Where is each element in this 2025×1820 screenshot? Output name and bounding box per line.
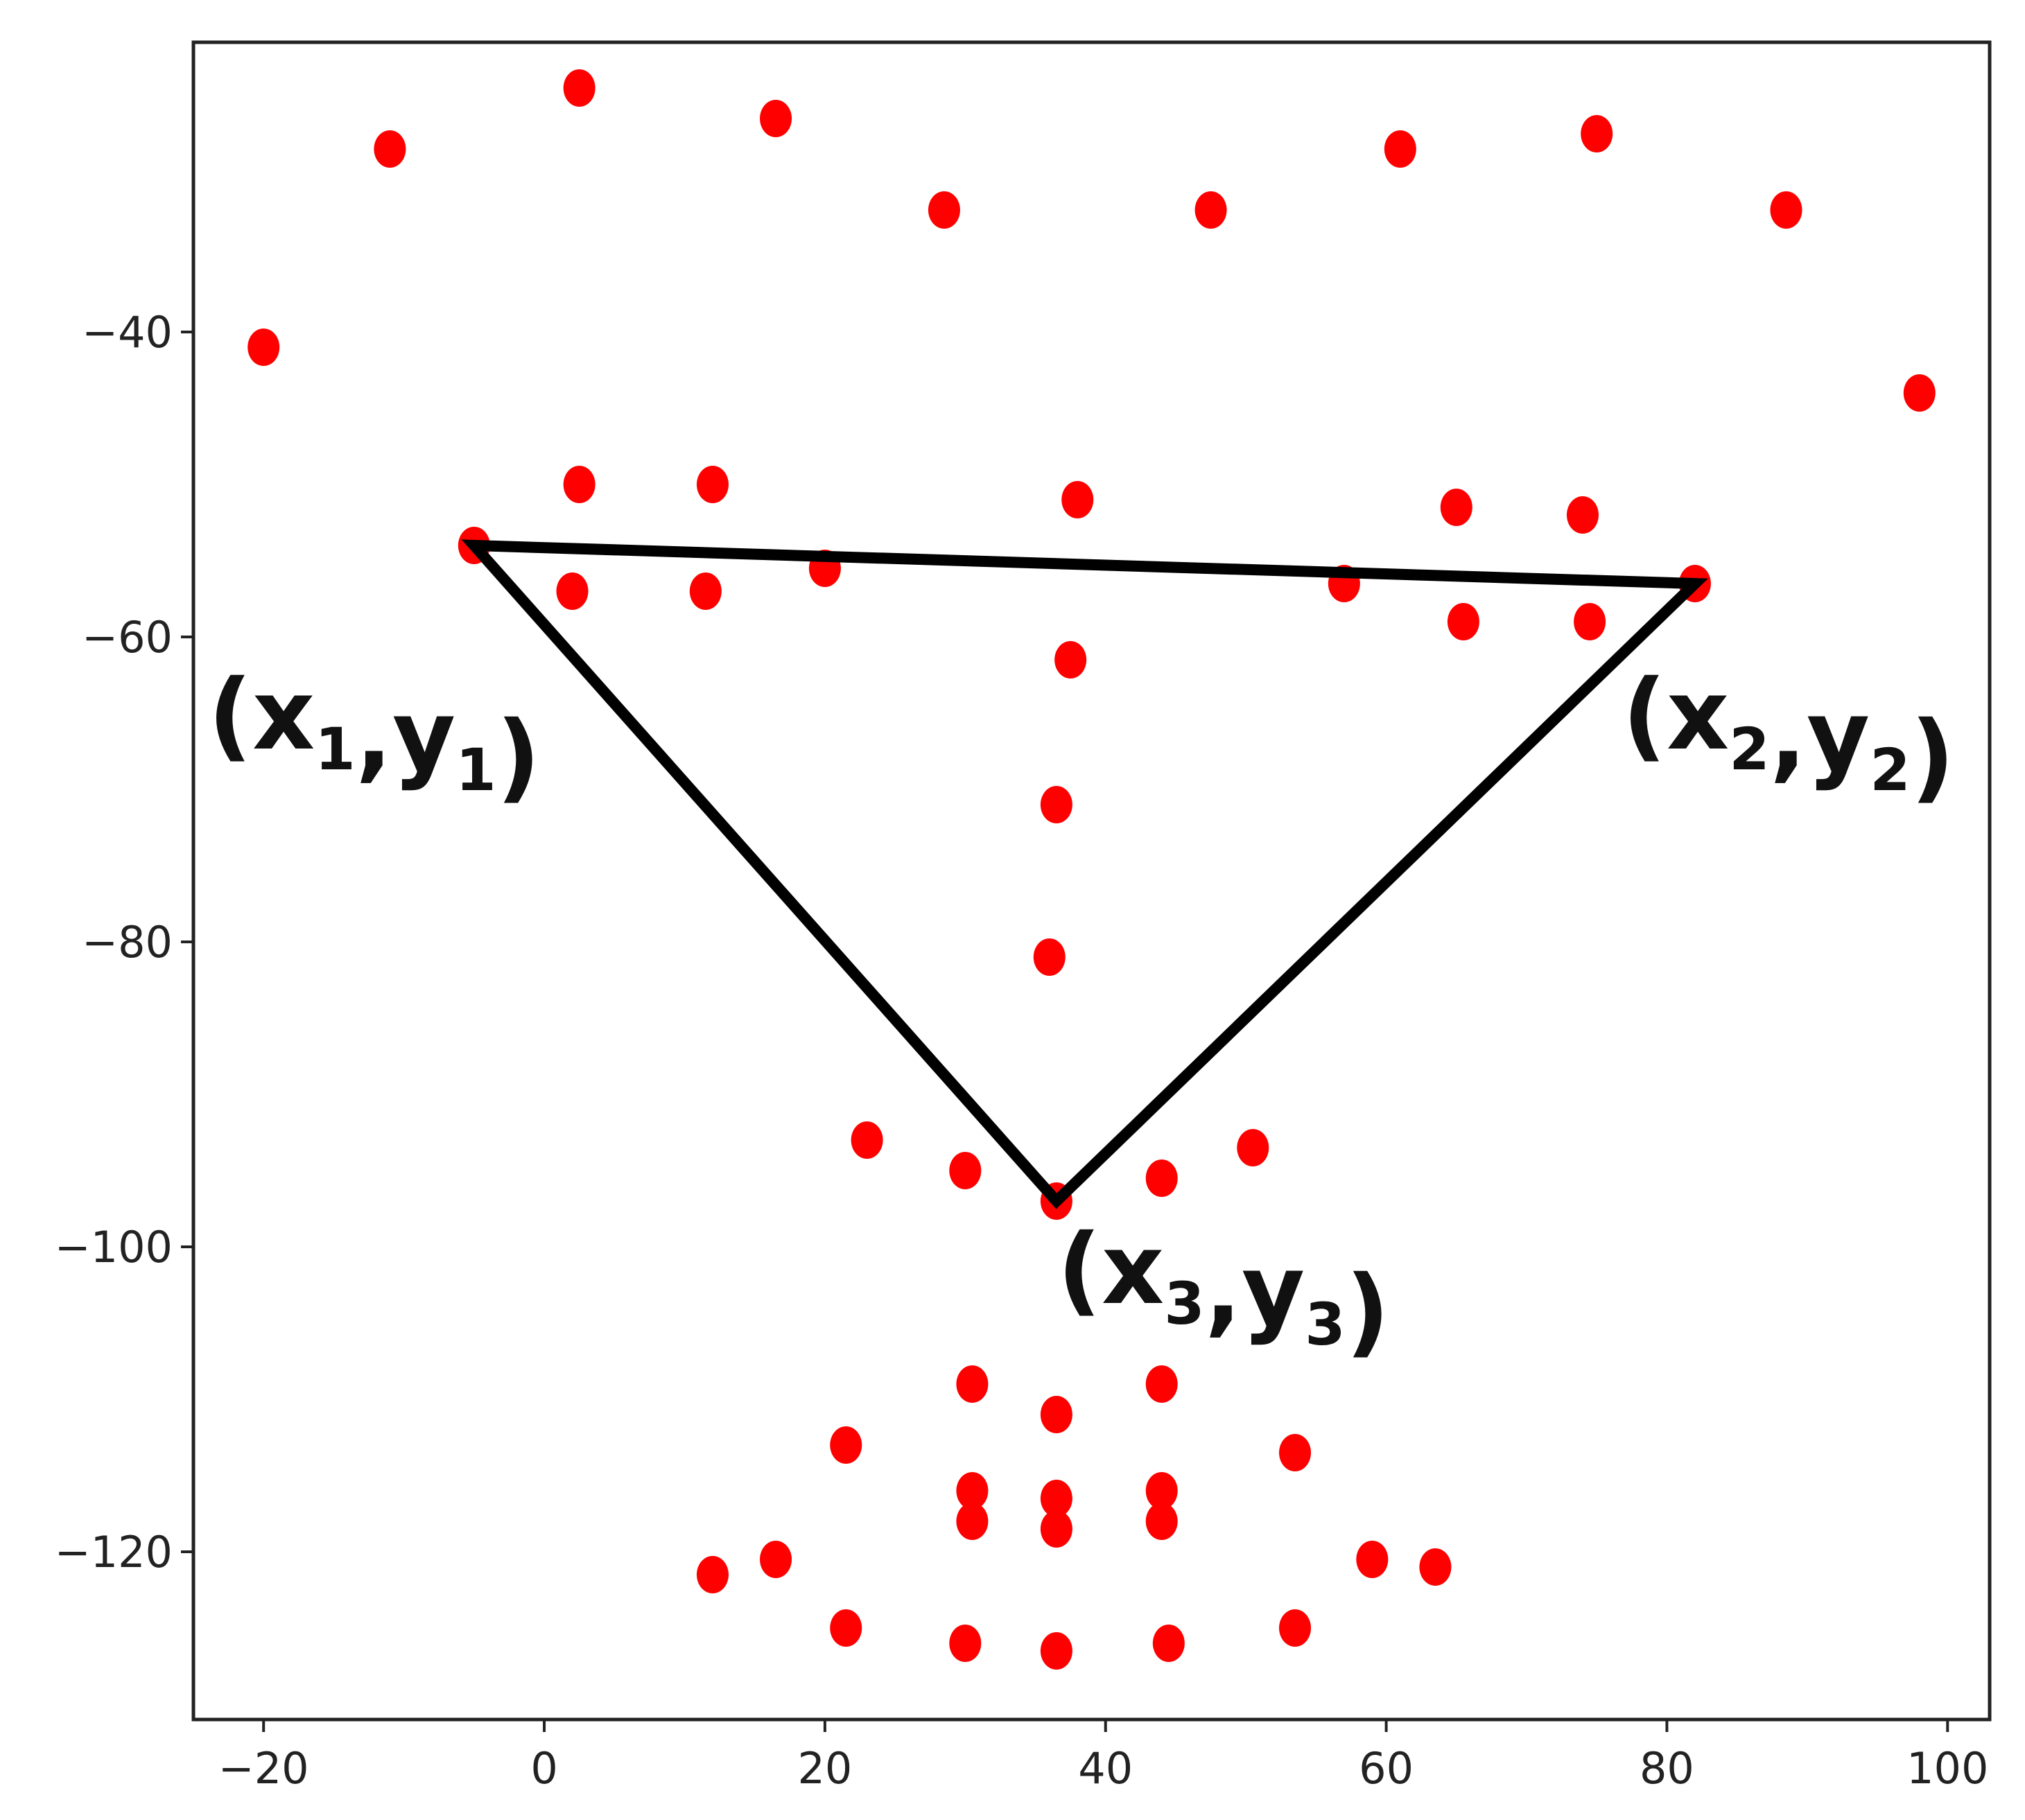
data-point [1145,1160,1178,1197]
data-point [1279,1434,1312,1471]
data-point [830,1609,862,1647]
triangle-outline [461,539,1709,1209]
data-point [1040,1396,1072,1433]
x-tick-label: 60 [1359,1743,1414,1794]
data-point [1237,1129,1269,1166]
data-point [956,1365,989,1403]
y-tick-label: −40 [82,307,173,358]
x-tick-label: 0 [530,1743,557,1794]
data-point [830,1426,862,1464]
x-tick-label: 40 [1078,1743,1133,1794]
data-point [1194,191,1227,229]
data-point [1145,1503,1178,1540]
data-point [851,1121,883,1159]
data-point [1145,1472,1178,1510]
data-point [1033,938,1066,976]
data-point [1040,786,1072,823]
data-point [760,1541,792,1578]
data-point [1903,374,1936,412]
data-point [760,100,792,137]
data-point [949,1152,982,1189]
data-point [1040,1510,1072,1548]
data-point [1356,1541,1389,1578]
data-point [696,1556,729,1593]
data-point [1384,130,1416,168]
data-point [247,329,280,366]
data-point [1054,641,1087,679]
x-axis-ticks: −20 0 20 40 60 80 100 [218,1720,1988,1794]
y-tick-label: −120 [55,1527,173,1577]
data-point [1770,191,1802,229]
y-tick-label: −80 [82,917,173,968]
data-point [1040,1480,1072,1517]
data-point [563,466,596,503]
vertex-labels: (x1,y1) (x2,y2) (x3,y3) [208,659,1955,1368]
data-point [1145,1365,1178,1403]
x-tick-label: 100 [1906,1743,1988,1794]
data-point [1040,1632,1072,1670]
plot-area-frame [191,40,1992,1722]
data-point [1566,496,1599,534]
data-point [956,1503,989,1540]
data-point [949,1625,982,1662]
x-tick-label: −20 [218,1743,309,1794]
data-point [563,69,596,107]
data-point [1061,481,1094,518]
data-points [247,69,1936,1670]
data-point [1574,603,1606,640]
x-tick-label: 80 [1640,1743,1694,1794]
data-point [1581,115,1613,152]
data-point [556,572,589,610]
x-tick-label: 20 [797,1743,852,1794]
vertex-label-v3: (x3,y3) [1057,1214,1390,1368]
data-point [1447,603,1479,640]
data-point [956,1472,989,1510]
vertex-label-v2: (x2,y2) [1622,659,1955,814]
data-point [1419,1548,1452,1586]
y-axis-ticks: −40 −60 −80 −100 −120 [55,307,193,1577]
data-point [374,130,406,168]
data-point [1440,489,1472,526]
y-tick-label: −60 [82,612,173,663]
triangle-annotation [461,539,1709,1209]
data-point [1279,1609,1312,1647]
vertex-label-v1: (x1,y1) [208,659,541,814]
data-point [1152,1625,1185,1662]
data-point [928,191,960,229]
y-tick-label: −100 [55,1222,173,1272]
data-point [696,466,729,503]
data-point [689,572,722,610]
